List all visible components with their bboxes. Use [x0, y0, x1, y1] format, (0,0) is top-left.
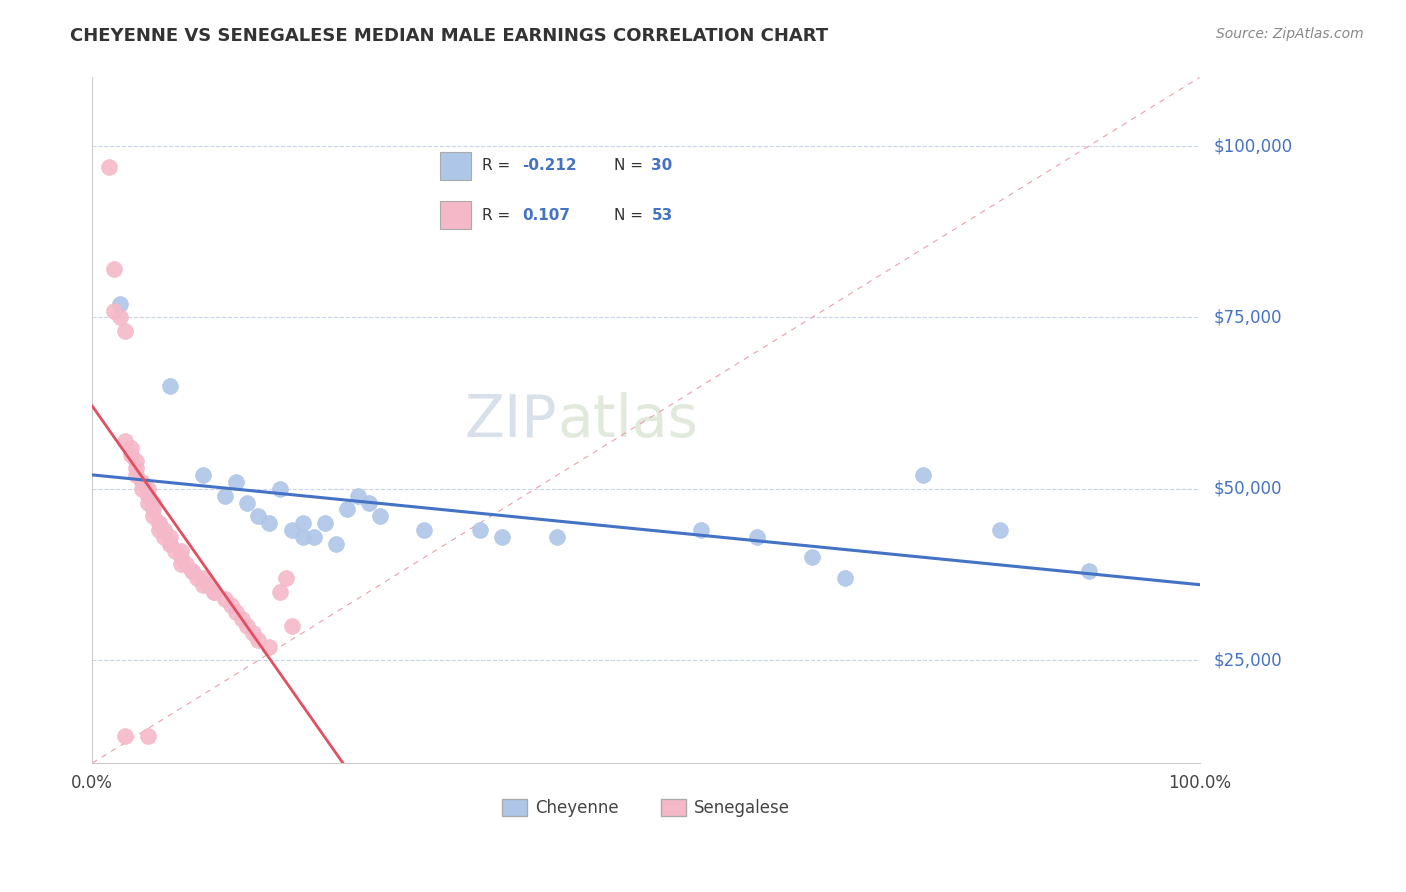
Point	[114, 729, 136, 743]
Point	[148, 516, 170, 530]
Point	[745, 530, 768, 544]
Point	[180, 564, 202, 578]
Point	[114, 434, 136, 448]
Point	[274, 571, 297, 585]
Point	[911, 468, 934, 483]
Point	[180, 564, 202, 578]
Point	[690, 523, 713, 537]
Point	[159, 537, 181, 551]
Point	[125, 461, 148, 475]
Point	[136, 729, 159, 743]
Point	[1077, 564, 1099, 578]
Point	[142, 495, 165, 509]
Point	[302, 530, 325, 544]
Point	[231, 612, 253, 626]
Point	[148, 516, 170, 530]
Text: atlas: atlas	[557, 392, 699, 449]
Text: CHEYENNE VS SENEGALESE MEDIAN MALE EARNINGS CORRELATION CHART: CHEYENNE VS SENEGALESE MEDIAN MALE EARNI…	[70, 27, 828, 45]
Point	[136, 482, 159, 496]
Point	[191, 571, 214, 585]
Point	[114, 324, 136, 338]
Text: Source: ZipAtlas.com: Source: ZipAtlas.com	[1216, 27, 1364, 41]
Point	[153, 523, 176, 537]
Point	[125, 468, 148, 483]
Point	[120, 448, 142, 462]
Point	[325, 537, 347, 551]
Point	[159, 530, 181, 544]
Text: ZIP: ZIP	[465, 392, 557, 449]
Point	[176, 558, 198, 572]
Point	[120, 441, 142, 455]
Point	[357, 495, 380, 509]
Point	[108, 296, 131, 310]
Point	[242, 625, 264, 640]
Point	[170, 543, 193, 558]
Point	[259, 516, 281, 530]
Point	[219, 599, 242, 613]
Point	[468, 523, 491, 537]
Point	[336, 502, 359, 516]
Point	[97, 160, 120, 174]
Point	[148, 523, 170, 537]
Point	[546, 530, 568, 544]
Point	[225, 475, 247, 489]
Point	[103, 262, 125, 277]
Point	[291, 516, 314, 530]
Point	[165, 543, 187, 558]
Point	[136, 489, 159, 503]
Legend: Cheyenne, Senegalese: Cheyenne, Senegalese	[495, 792, 797, 823]
Point	[125, 454, 148, 468]
Point	[413, 523, 436, 537]
Point	[142, 509, 165, 524]
Point	[236, 495, 259, 509]
Point	[191, 578, 214, 592]
Point	[131, 475, 153, 489]
Point	[136, 495, 159, 509]
Text: $100,000: $100,000	[1213, 137, 1292, 155]
Point	[368, 509, 391, 524]
Point	[103, 303, 125, 318]
Point	[131, 482, 153, 496]
Text: $50,000: $50,000	[1213, 480, 1282, 498]
Point	[202, 584, 225, 599]
Point	[142, 502, 165, 516]
Point	[291, 530, 314, 544]
Point	[214, 489, 236, 503]
Point	[834, 571, 856, 585]
Point	[259, 640, 281, 654]
Point	[280, 523, 302, 537]
Point	[236, 619, 259, 633]
Text: $75,000: $75,000	[1213, 309, 1282, 326]
Point	[280, 619, 302, 633]
Point	[170, 558, 193, 572]
Point	[801, 550, 824, 565]
Point	[170, 550, 193, 565]
Point	[225, 605, 247, 619]
Point	[159, 537, 181, 551]
Point	[269, 482, 291, 496]
Point	[247, 509, 270, 524]
Point	[197, 578, 219, 592]
Point	[314, 516, 336, 530]
Point	[214, 591, 236, 606]
Point	[159, 379, 181, 393]
Point	[269, 584, 291, 599]
Point	[347, 489, 370, 503]
Point	[202, 584, 225, 599]
Point	[491, 530, 513, 544]
Point	[108, 310, 131, 325]
Point	[153, 530, 176, 544]
Point	[988, 523, 1011, 537]
Text: $25,000: $25,000	[1213, 651, 1282, 669]
Point	[186, 571, 208, 585]
Point	[247, 632, 270, 647]
Point	[191, 468, 214, 483]
